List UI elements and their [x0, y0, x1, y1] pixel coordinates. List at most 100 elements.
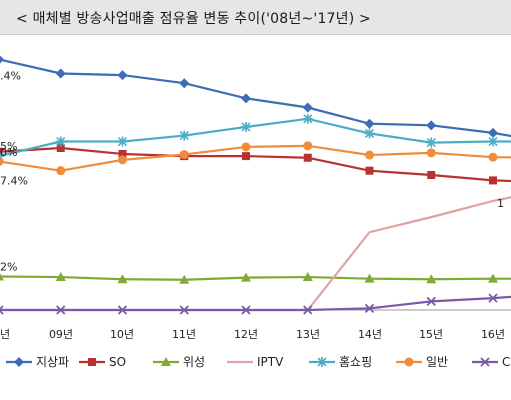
data-point — [0, 55, 4, 64]
data-point — [364, 303, 375, 314]
legend-marker — [14, 357, 24, 367]
data-point — [117, 305, 128, 315]
data-point — [488, 127, 498, 138]
data-point — [302, 272, 313, 282]
series-일반 — [0, 141, 511, 176]
x-tick-label: 11년 — [172, 328, 196, 341]
data-point — [0, 157, 4, 166]
data-point — [56, 305, 66, 315]
data-point — [303, 305, 313, 315]
data-point — [242, 152, 250, 161]
legend-item-일반: 일반 — [396, 355, 448, 369]
data-point — [426, 296, 436, 306]
series-line — [0, 117, 511, 157]
legend-label: SO — [109, 355, 126, 369]
data-point — [488, 136, 498, 147]
data-point — [426, 120, 437, 131]
data-point — [365, 150, 374, 160]
data-label: 1 — [497, 197, 504, 210]
chart-title: < 매체별 방송사업매출 점유율 변동 추이('08년~'17년) > — [16, 11, 371, 27]
legend-item-iptv: IPTV — [227, 355, 284, 369]
legend: 지상파 SO 위성 IPTV 홈쇼핑 일반 CP — [6, 355, 511, 369]
series-line — [0, 146, 511, 183]
series-위성 — [0, 272, 511, 284]
data-label: 0% — [0, 146, 17, 159]
data-point — [426, 274, 437, 284]
data-point — [364, 118, 375, 129]
legend-item-지상파: 지상파 — [6, 355, 69, 369]
data-point — [117, 70, 128, 81]
data-point — [302, 102, 313, 113]
data-point — [364, 128, 375, 139]
legend-label: 위성 — [183, 355, 205, 369]
data-label: 2% — [0, 261, 17, 274]
legend-marker — [404, 357, 414, 367]
data-point — [118, 149, 127, 158]
x-tick-labels: 년 09년 10년 11년 12년 13년 14년 15년 16년 — [0, 328, 505, 341]
x-tick-label: 12년 — [234, 328, 258, 341]
series-line — [0, 295, 511, 312]
data-point — [0, 305, 4, 315]
data-point — [488, 293, 498, 303]
legend-item-cp: CP — [472, 355, 511, 369]
legend-marker — [88, 358, 96, 366]
series-so — [0, 144, 511, 185]
data-point — [488, 152, 498, 162]
legend-marker — [480, 357, 490, 367]
data-point — [179, 149, 189, 159]
x-tick-label: 09년 — [49, 328, 73, 341]
data-label: 7.4% — [0, 175, 28, 188]
legend-marker — [161, 357, 171, 366]
series-line — [0, 196, 511, 312]
data-point — [426, 137, 437, 148]
x-tick-label: 15년 — [419, 328, 443, 341]
x-tick-label: 10년 — [110, 328, 134, 341]
series-iptv — [0, 196, 511, 312]
legend-label: 홈쇼핑 — [339, 355, 372, 369]
data-point — [0, 273, 4, 281]
title-box: < 매체별 방송사업매출 점유율 변동 추이('08년~'17년) > — [0, 0, 511, 35]
x-tick-label: 14년 — [358, 328, 382, 341]
data-point — [179, 274, 190, 284]
x-tick-label: 16년 — [481, 328, 505, 341]
series-line — [0, 58, 511, 138]
legend-label: CP — [502, 355, 511, 369]
legend-item-위성: 위성 — [153, 355, 205, 369]
data-point — [303, 141, 313, 151]
data-point — [241, 272, 251, 282]
data-point — [55, 272, 66, 282]
data-point — [179, 305, 189, 315]
x-tick-label: 년 — [0, 328, 10, 341]
data-point — [241, 142, 251, 152]
data-labels: .4% 5%0% 7.4% 2% 1 — [0, 69, 504, 273]
data-point — [489, 176, 497, 185]
series-lines — [0, 55, 511, 315]
legend-label: 지상파 — [36, 355, 69, 369]
data-point — [56, 166, 66, 176]
legend-item-홈쇼핑: 홈쇼핑 — [309, 355, 372, 369]
data-point — [365, 166, 374, 175]
data-point — [364, 273, 375, 283]
data-point — [55, 136, 66, 147]
data-point — [241, 305, 251, 315]
series-지상파 — [0, 55, 511, 138]
x-tick-label: 13년 — [296, 328, 320, 341]
data-point — [427, 171, 436, 179]
data-point — [426, 148, 436, 158]
data-point — [118, 155, 127, 165]
data-point — [117, 136, 128, 147]
data-point — [179, 78, 190, 89]
legend-item-so: SO — [79, 355, 126, 369]
series-홈쇼핑 — [0, 113, 511, 161]
series-cp — [0, 293, 511, 315]
data-point — [117, 274, 128, 284]
data-point — [0, 147, 3, 156]
legend-label: 일반 — [426, 355, 448, 369]
legend-label: IPTV — [257, 355, 284, 369]
data-label: 5% — [0, 140, 17, 153]
data-point — [241, 121, 251, 132]
series-line — [0, 275, 511, 281]
data-point — [303, 153, 312, 162]
data-point — [302, 113, 313, 124]
